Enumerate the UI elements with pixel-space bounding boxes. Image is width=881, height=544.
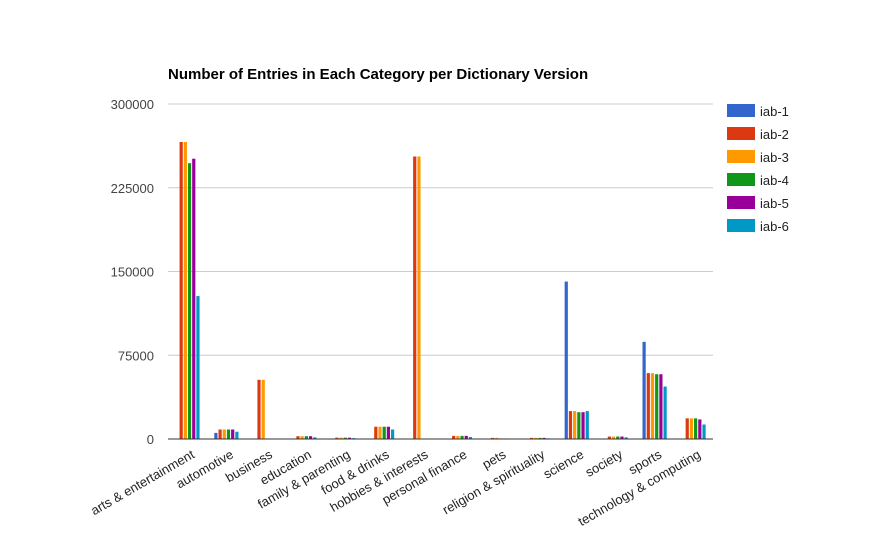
bar bbox=[386, 426, 391, 439]
bar bbox=[452, 435, 456, 439]
bar bbox=[607, 436, 611, 439]
bar bbox=[261, 379, 265, 439]
y-tick-label: 150000 bbox=[111, 265, 154, 280]
bar bbox=[304, 436, 308, 439]
bar bbox=[650, 373, 655, 439]
bar bbox=[235, 431, 239, 439]
bar bbox=[347, 437, 352, 439]
bar bbox=[218, 429, 222, 439]
bar bbox=[222, 429, 226, 439]
bar bbox=[456, 435, 460, 439]
y-tick-label: 300000 bbox=[111, 97, 154, 112]
bar bbox=[495, 437, 499, 439]
legend-swatch bbox=[727, 150, 755, 163]
legend-label: iab-4 bbox=[760, 173, 789, 188]
y-tick-label: 0 bbox=[147, 432, 154, 447]
legend: iab-1 iab-2 iab-3 iab-4 iab-5 iab-6 bbox=[727, 104, 789, 234]
bar bbox=[490, 437, 495, 439]
legend-label: iab-6 bbox=[760, 219, 789, 234]
bar bbox=[226, 429, 231, 439]
bar bbox=[698, 419, 702, 439]
y-tick-label: 75000 bbox=[118, 348, 154, 363]
bar bbox=[335, 437, 339, 439]
legend-label: iab-3 bbox=[760, 150, 789, 165]
bar bbox=[620, 436, 624, 439]
bar bbox=[192, 158, 196, 439]
category-label: science bbox=[541, 447, 587, 482]
bars bbox=[179, 141, 706, 439]
legend-label: iab-5 bbox=[760, 196, 789, 211]
bar bbox=[581, 412, 585, 439]
bar bbox=[343, 437, 347, 439]
bar bbox=[417, 156, 421, 439]
bar bbox=[538, 437, 542, 439]
bar bbox=[529, 437, 534, 439]
bar bbox=[179, 141, 183, 439]
y-tick-label: 225000 bbox=[111, 181, 154, 196]
bar bbox=[300, 436, 304, 439]
bar bbox=[339, 437, 343, 439]
bar bbox=[694, 418, 698, 439]
legend-swatch bbox=[727, 104, 755, 117]
bar bbox=[308, 436, 313, 439]
legend-swatch bbox=[727, 173, 755, 186]
bar bbox=[382, 426, 386, 439]
bar bbox=[196, 296, 200, 439]
bar bbox=[468, 436, 473, 439]
bar bbox=[464, 435, 468, 439]
bar bbox=[659, 374, 663, 439]
bar bbox=[542, 437, 546, 439]
bar bbox=[391, 429, 395, 439]
bar bbox=[616, 436, 620, 439]
legend-swatch bbox=[727, 196, 755, 209]
bar bbox=[378, 426, 382, 439]
legend-label: iab-2 bbox=[760, 127, 789, 142]
bar bbox=[568, 411, 573, 439]
bar bbox=[296, 436, 300, 439]
bar bbox=[573, 411, 577, 439]
bar bbox=[231, 429, 235, 439]
bar bbox=[577, 412, 581, 439]
bar bbox=[374, 426, 378, 439]
category-label: society bbox=[583, 446, 626, 479]
bar bbox=[642, 341, 646, 439]
bar bbox=[702, 424, 706, 439]
bar bbox=[214, 432, 218, 439]
chart-title: Number of Entries in Each Category per D… bbox=[168, 66, 588, 83]
bar bbox=[313, 437, 317, 439]
bar bbox=[183, 141, 187, 439]
bar bbox=[460, 435, 464, 439]
bar bbox=[689, 418, 694, 439]
bar bbox=[646, 373, 650, 439]
bar bbox=[564, 281, 568, 439]
legend-label: iab-1 bbox=[760, 104, 789, 119]
legend-swatch bbox=[727, 219, 755, 232]
bar bbox=[413, 156, 417, 439]
bar bbox=[534, 437, 538, 439]
bar bbox=[685, 418, 689, 439]
gridlines bbox=[168, 103, 713, 356]
bar bbox=[187, 163, 192, 439]
bar bbox=[663, 386, 667, 439]
bar bbox=[624, 437, 628, 439]
bar bbox=[655, 374, 659, 439]
bar bbox=[611, 436, 616, 439]
y-axis-ticks: 0 75000 150000 225000 300000 bbox=[111, 97, 154, 447]
x-axis-labels: arts & entertainmentautomotivebusinessed… bbox=[88, 446, 703, 529]
legend-swatch bbox=[727, 127, 755, 140]
bar bbox=[257, 379, 261, 439]
bar bbox=[585, 411, 589, 439]
